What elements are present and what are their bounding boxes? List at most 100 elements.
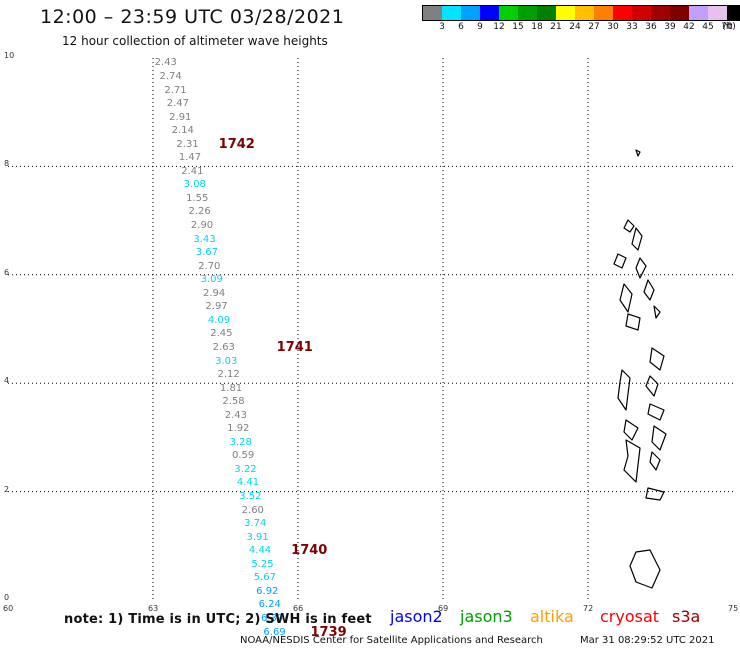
- color-swatch: [632, 6, 651, 20]
- wave-height-label: 2.26: [188, 206, 211, 218]
- wave-height-label: 2.31: [176, 138, 199, 150]
- color-scale-label: 45: [702, 22, 714, 32]
- color-scale-label: 30: [607, 22, 619, 32]
- color-swatch: [651, 6, 670, 20]
- color-swatch: [670, 6, 689, 20]
- island-outline: [623, 219, 635, 233]
- x-tick-label: 75: [728, 604, 739, 613]
- island-outline: [643, 279, 655, 301]
- color-swatch: [423, 6, 442, 20]
- color-swatch: [537, 6, 556, 20]
- wave-height-label: 3.67: [195, 247, 219, 259]
- y-tick-label: 0: [4, 593, 10, 602]
- pass-time-label: 1740: [291, 543, 328, 559]
- island-outline: [645, 375, 659, 397]
- wave-height-label: 2.74: [159, 70, 182, 82]
- wave-height-label: 3.28: [229, 436, 252, 448]
- wave-height-label: 3.03: [215, 355, 238, 367]
- wave-height-label: 2.43: [224, 409, 248, 421]
- color-swatch: [499, 6, 518, 20]
- island-outline: [649, 451, 661, 471]
- island-outline: [647, 403, 665, 421]
- color-swatch: [575, 6, 594, 20]
- color-scale-label: 15: [512, 22, 524, 32]
- y-tick-label: 4: [4, 376, 10, 386]
- wave-height-label: 2.94: [203, 287, 226, 299]
- island-outline: [617, 369, 631, 411]
- color-scale-unit: (ft): [722, 22, 736, 32]
- wave-height-label: 2.47: [166, 98, 190, 110]
- wave-height-label: 2.60: [241, 504, 264, 516]
- pass-time-label: 1739: [310, 624, 347, 640]
- island-outline: [653, 305, 661, 319]
- footer-credit: NOAA/NESDIS Center for Satellite Applica…: [240, 635, 543, 646]
- wave-height-label: 3.52: [239, 491, 262, 503]
- page-title: 12:00 – 23:59 UTC 03/28/2021: [40, 6, 345, 28]
- wave-height-label: 3.91: [246, 531, 269, 543]
- pass-time-label: 1741: [276, 339, 313, 355]
- color-scale-label: 24: [569, 22, 581, 32]
- island-outline: [629, 549, 661, 589]
- wave-height-label: 6.24: [258, 599, 281, 611]
- wave-height-label: 1.81: [219, 382, 243, 394]
- wave-height-label: 2.45: [210, 328, 233, 340]
- color-swatch: [708, 6, 727, 20]
- wave-height-label: 4.41: [236, 477, 260, 489]
- x-tick-label: 60: [3, 604, 14, 613]
- color-swatch: [594, 6, 613, 20]
- color-scale-label: 70: [721, 22, 733, 32]
- color-swatch: [461, 6, 480, 20]
- color-swatch: [518, 6, 537, 20]
- pass-time-label: 1742: [218, 136, 255, 152]
- wave-height-label: 2.58: [222, 396, 245, 408]
- wave-height-label: 3.43: [193, 233, 216, 245]
- color-swatch: [556, 6, 575, 20]
- satellite-legend-cryosat: cryosat: [600, 607, 660, 626]
- color-scale-label: 6: [458, 22, 464, 32]
- color-scale-label: 18: [531, 22, 543, 32]
- color-scale-label: 42: [683, 22, 695, 32]
- island-outline: [635, 149, 641, 157]
- wave-height-label: 3.08: [183, 179, 206, 191]
- wave-height-label: 4.44: [248, 545, 272, 557]
- satellite-legend-jason2: jason2: [390, 607, 443, 626]
- color-swatch: [613, 6, 632, 20]
- y-tick-label: 6: [4, 267, 10, 277]
- wave-height-label: 2.70: [198, 260, 221, 272]
- wave-height-label: 2.91: [169, 111, 192, 123]
- color-scale-label: 12: [493, 22, 505, 32]
- wave-height-label: 2.71: [164, 84, 187, 96]
- wave-height-label: 3.09: [200, 274, 223, 286]
- island-outline: [623, 439, 641, 483]
- wave-height-label: 0.59: [232, 450, 255, 462]
- color-scale-label: 27: [588, 22, 600, 32]
- island-outline: [651, 425, 667, 451]
- wave-height-label: 1.55: [186, 192, 209, 204]
- island-outline: [613, 253, 627, 269]
- color-scale-label: 39: [664, 22, 676, 32]
- y-tick-label: 10: [4, 51, 15, 60]
- color-scale-label: 21: [550, 22, 562, 32]
- wave-height-label: 1.92: [227, 423, 250, 435]
- wave-height-label: 6.39: [261, 612, 284, 624]
- wave-height-label: 2.97: [205, 301, 228, 313]
- wave-height-label: 2.12: [217, 369, 240, 381]
- wave-height-label: 3.22: [234, 463, 257, 475]
- island-outline: [623, 419, 639, 441]
- page-subtitle: 12 hour collection of altimeter wave hei…: [62, 34, 328, 48]
- wave-height-label: 1.47: [178, 152, 202, 164]
- wave-height-label: 5.67: [253, 572, 277, 584]
- y-tick-label: 2: [4, 484, 10, 494]
- island-outline: [619, 283, 633, 313]
- island-outline: [635, 257, 647, 279]
- color-swatch: [689, 6, 708, 20]
- island-outline: [631, 227, 643, 251]
- wave-height-label: 5.25: [251, 558, 274, 570]
- wave-height-label: 2.43: [154, 57, 177, 69]
- x-tick-label: 63: [148, 604, 159, 613]
- island-outline: [649, 347, 665, 371]
- wave-height-label: 3.74: [244, 518, 267, 530]
- wave-height-label: 2.41: [181, 165, 204, 177]
- color-scale-label: 9: [477, 22, 483, 32]
